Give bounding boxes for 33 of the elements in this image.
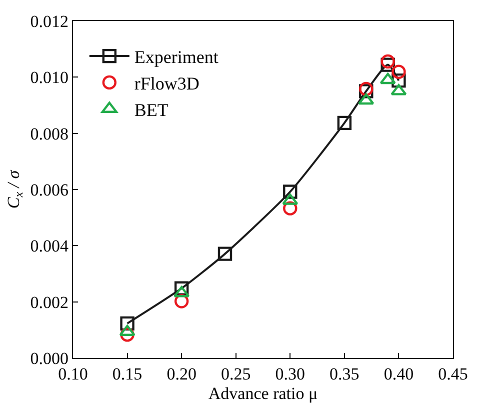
point (358, 93, 374, 105)
point (120, 328, 134, 342)
point (120, 316, 134, 331)
legend-label: rFlow3D (134, 73, 200, 94)
point (218, 246, 232, 261)
point (359, 82, 374, 96)
point (174, 281, 189, 296)
y-tick-label: 0.006 (30, 180, 68, 200)
point (392, 73, 406, 88)
y-tick-label: 0.004 (30, 236, 69, 256)
x-tick-label: 0.25 (220, 364, 251, 384)
y-tick-label: 0.010 (30, 68, 68, 88)
point (380, 54, 395, 69)
point (359, 84, 374, 98)
point (174, 294, 189, 308)
x-tick-label: 0.45 (438, 364, 468, 384)
point (392, 64, 406, 79)
x-tick-label: 0.20 (166, 364, 196, 384)
point (283, 201, 298, 216)
x-tick-label: 0.35 (330, 364, 360, 384)
y-tick-label: 0.012 (30, 12, 68, 31)
x-axis-title: Advance ratio μ (208, 384, 318, 403)
point (380, 58, 395, 72)
point (337, 116, 352, 130)
legend-label: BET (134, 100, 168, 120)
legend-label: Experiment (134, 47, 218, 68)
point (380, 72, 396, 84)
y-tick-label: 0.002 (30, 292, 68, 312)
x-tick-label: 0.15 (112, 364, 142, 384)
x-tick-label: 0.30 (275, 364, 306, 384)
point (283, 184, 298, 199)
y-tick-label: 0.008 (30, 124, 68, 144)
x-tick-label: 0.40 (384, 364, 414, 384)
